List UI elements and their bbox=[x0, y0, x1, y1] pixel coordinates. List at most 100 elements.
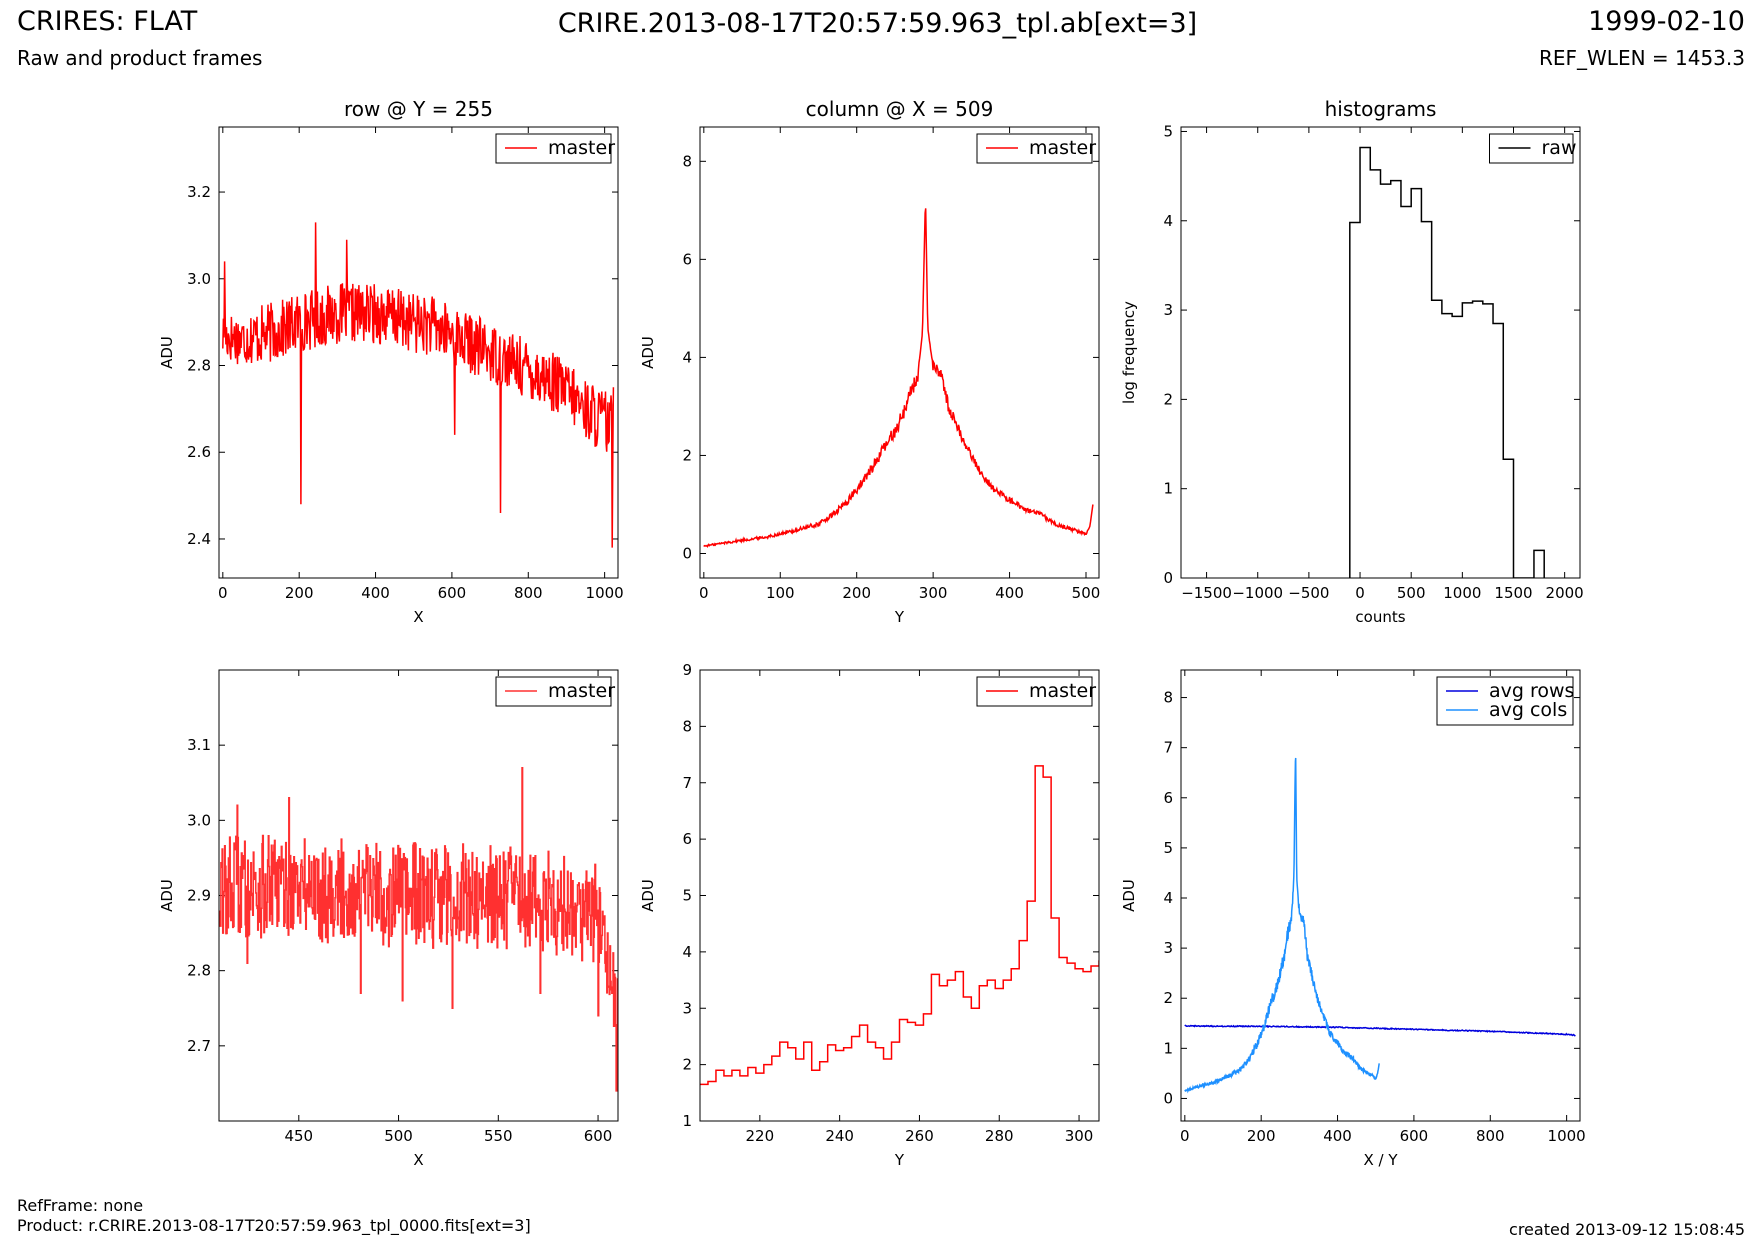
x-tick-label: 200 bbox=[285, 584, 314, 602]
x-tick-label: 200 bbox=[1247, 1127, 1276, 1145]
y-tick-label: 2.7 bbox=[187, 1037, 211, 1055]
x-tick-label: −1500 bbox=[1181, 584, 1232, 602]
ref-wlen-label: REF_WLEN = 1453.3 bbox=[1538, 46, 1745, 70]
plot-frame bbox=[218, 126, 619, 579]
plot-frame bbox=[699, 126, 1100, 579]
chart-6: X / Y ADU 0 200 400 600 800 1000 0 1 2 3 4 5 6 7 8 avg ro… bbox=[1120, 669, 1586, 1169]
x-axis-label: Y bbox=[894, 1151, 905, 1169]
date-label: 1999-02-10 bbox=[1588, 6, 1745, 37]
series-line bbox=[1184, 1024, 1576, 1037]
y-axis-label: ADU bbox=[158, 879, 176, 912]
ref-frame-label: RefFrame: none bbox=[17, 1196, 144, 1215]
x-tick-label: −1000 bbox=[1232, 584, 1283, 602]
x-axis-label: X bbox=[413, 1151, 423, 1169]
chart-title: histograms bbox=[1325, 97, 1437, 121]
x-tick-label: 800 bbox=[1476, 1127, 1505, 1145]
y-tick-label: 3.2 bbox=[187, 183, 211, 201]
y-tick-label: 5 bbox=[1163, 122, 1173, 140]
x-tick-label: 2000 bbox=[1546, 584, 1584, 602]
series-line bbox=[219, 766, 618, 1092]
chart-4: X ADU 450 500 550 600 2.7 2.8 2.9 3.0 3.1 master bbox=[158, 669, 619, 1169]
legend-box bbox=[1436, 676, 1574, 726]
y-tick-label: 2 bbox=[1163, 989, 1173, 1007]
y-tick-label: 2.8 bbox=[187, 357, 211, 375]
y-tick-label: 2 bbox=[682, 1056, 692, 1074]
y-tick-label: 1 bbox=[1163, 1039, 1173, 1057]
x-axis-label: counts bbox=[1355, 608, 1405, 626]
product-label: Product: r.CRIRE.2013-08-17T20:57:59.963… bbox=[17, 1216, 531, 1235]
y-tick-label: 8 bbox=[682, 717, 692, 735]
x-tick-label: 200 bbox=[842, 584, 871, 602]
x-tick-label: 500 bbox=[1397, 584, 1426, 602]
plot-frame bbox=[1180, 126, 1581, 579]
x-tick-label: 100 bbox=[766, 584, 795, 602]
x-tick-label: 500 bbox=[1072, 584, 1101, 602]
y-tick-label: 6 bbox=[682, 250, 692, 268]
y-tick-label: 0 bbox=[1163, 1089, 1173, 1107]
y-tick-label: 9 bbox=[682, 661, 692, 679]
x-tick-label: 280 bbox=[985, 1127, 1014, 1145]
y-tick-label: 3.1 bbox=[187, 736, 211, 754]
y-tick-label: 4 bbox=[1163, 212, 1173, 230]
plot-frame bbox=[1180, 669, 1581, 1122]
legend-label: master bbox=[1029, 137, 1096, 159]
x-tick-label: 1000 bbox=[1548, 1127, 1586, 1145]
x-tick-label: 600 bbox=[438, 584, 467, 602]
y-tick-label: 2.9 bbox=[187, 887, 211, 905]
x-tick-label: 600 bbox=[1400, 1127, 1429, 1145]
x-tick-label: 0 bbox=[699, 584, 709, 602]
y-tick-label: 4 bbox=[1163, 889, 1173, 907]
x-axis-label: Y bbox=[894, 608, 905, 626]
x-tick-label: 0 bbox=[218, 584, 228, 602]
y-tick-label: 5 bbox=[1163, 839, 1173, 857]
x-tick-label: 0 bbox=[1355, 584, 1365, 602]
x-tick-label: 300 bbox=[919, 584, 948, 602]
y-tick-label: 4 bbox=[682, 348, 692, 366]
legend-label: raw bbox=[1542, 137, 1577, 159]
x-tick-label: 500 bbox=[384, 1127, 413, 1145]
y-tick-label: 8 bbox=[682, 152, 692, 170]
y-tick-label: 1 bbox=[682, 1112, 692, 1130]
y-axis-label: ADU bbox=[639, 879, 657, 912]
y-tick-label: 7 bbox=[1163, 739, 1173, 757]
y-axis-label: ADU bbox=[158, 336, 176, 369]
y-tick-label: 2.6 bbox=[187, 443, 211, 461]
legend-label: avg cols bbox=[1489, 699, 1567, 721]
y-tick-label: 0 bbox=[682, 544, 692, 562]
x-tick-label: 400 bbox=[1323, 1127, 1352, 1145]
y-tick-label: 1 bbox=[1163, 480, 1173, 498]
chart-title: column @ X = 509 bbox=[806, 97, 994, 121]
y-tick-label: 3 bbox=[682, 999, 692, 1017]
plot-frame bbox=[218, 669, 619, 1122]
y-tick-label: 2.8 bbox=[187, 962, 211, 980]
y-axis-label: log frequency bbox=[1120, 301, 1138, 404]
legend-label: master bbox=[1029, 680, 1096, 702]
series-line bbox=[703, 208, 1094, 549]
y-tick-label: 2.4 bbox=[187, 530, 211, 548]
y-tick-label: 3.0 bbox=[187, 270, 211, 288]
x-tick-label: 1000 bbox=[1443, 584, 1481, 602]
series-line bbox=[1349, 146, 1545, 578]
legend-label: avg rows bbox=[1489, 680, 1574, 702]
y-tick-label: 6 bbox=[682, 830, 692, 848]
series-line bbox=[700, 765, 1099, 1086]
chart-2: column @ X = 509 Y ADU 0 100 200 300 400 500 0 2 4 6… bbox=[639, 97, 1100, 626]
x-axis-label: X bbox=[413, 608, 423, 626]
x-tick-label: 400 bbox=[995, 584, 1024, 602]
series-line bbox=[1184, 757, 1380, 1094]
x-tick-label: 550 bbox=[484, 1127, 513, 1145]
y-tick-label: 4 bbox=[682, 943, 692, 961]
x-tick-label: 220 bbox=[746, 1127, 775, 1145]
y-tick-label: 7 bbox=[682, 774, 692, 792]
x-tick-label: −500 bbox=[1288, 584, 1329, 602]
y-tick-label: 5 bbox=[682, 887, 692, 905]
y-tick-label: 3 bbox=[1163, 939, 1173, 957]
x-tick-label: 450 bbox=[284, 1127, 313, 1145]
x-tick-label: 0 bbox=[1180, 1127, 1190, 1145]
y-tick-label: 3.0 bbox=[187, 811, 211, 829]
y-tick-label: 6 bbox=[1163, 789, 1173, 807]
chart-1: row @ Y = 255 X ADU 0 200 400 600 800 1000 2.4 2.6… bbox=[158, 97, 624, 626]
y-tick-label: 2 bbox=[682, 446, 692, 464]
x-tick-label: 600 bbox=[584, 1127, 613, 1145]
x-tick-label: 400 bbox=[361, 584, 390, 602]
